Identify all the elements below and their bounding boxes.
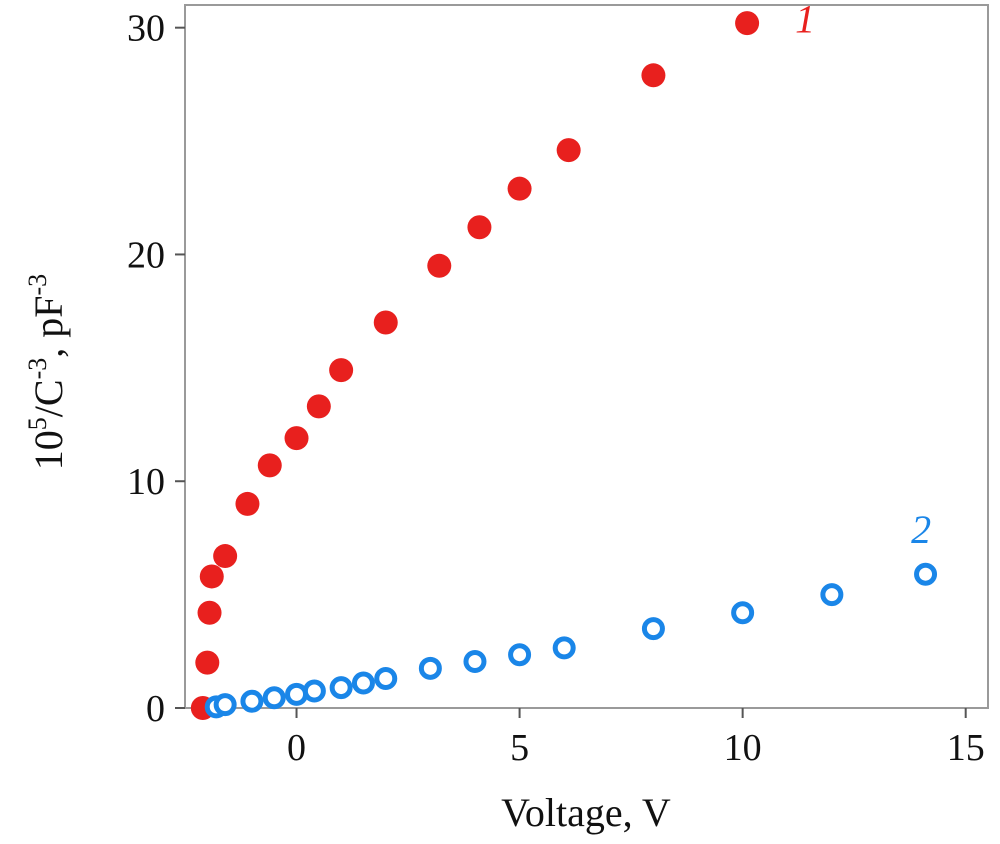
y-axis-title: 105/C-3, pF-3 (23, 274, 71, 470)
data-point (329, 676, 353, 700)
y-tick-label: 30 (127, 8, 165, 50)
series-layer: 12 (190, 0, 938, 720)
data-point (914, 562, 938, 586)
series-1: 1 (190, 0, 815, 720)
y-tick-label: 10 (127, 461, 165, 503)
data-point (213, 544, 238, 569)
data-point (427, 253, 452, 278)
data-point (820, 583, 844, 607)
data-point (240, 689, 264, 713)
series-label: 2 (911, 507, 931, 552)
data-point (731, 601, 755, 625)
data-point (284, 426, 309, 451)
data-point (329, 358, 354, 383)
data-point (552, 636, 576, 660)
series-label: 1 (795, 0, 815, 42)
data-point (306, 394, 331, 419)
plot-frame (184, 4, 989, 709)
data-point (257, 453, 282, 478)
data-point (467, 215, 492, 240)
data-point (197, 600, 222, 625)
x-axis-title: Voltage, V (501, 790, 671, 835)
data-point (373, 310, 398, 335)
data-point (418, 656, 442, 680)
data-point (262, 686, 286, 710)
data-point (641, 617, 665, 641)
x-tick-label: 15 (947, 727, 985, 769)
data-point (302, 679, 326, 703)
y-tick-label: 20 (127, 234, 165, 276)
data-point (556, 138, 581, 163)
data-point (235, 491, 260, 516)
data-point (507, 176, 532, 201)
data-point (285, 682, 309, 706)
y-axis-ticks: 0 10 20 30 (127, 8, 185, 730)
y-tick-label: 0 (146, 688, 165, 730)
data-point (641, 63, 666, 88)
data-point (213, 693, 237, 717)
data-point (351, 671, 375, 695)
data-point (463, 650, 487, 674)
data-point (195, 650, 220, 675)
data-point (508, 643, 532, 667)
series-2: 2 (204, 507, 938, 719)
x-tick-label: 10 (724, 727, 762, 769)
x-tick-label: 5 (510, 727, 529, 769)
data-point (374, 667, 398, 691)
data-point (199, 564, 224, 589)
x-axis-ticks: 0 5 10 15 (287, 708, 985, 769)
x-tick-label: 0 (287, 727, 306, 769)
data-point (735, 11, 760, 36)
